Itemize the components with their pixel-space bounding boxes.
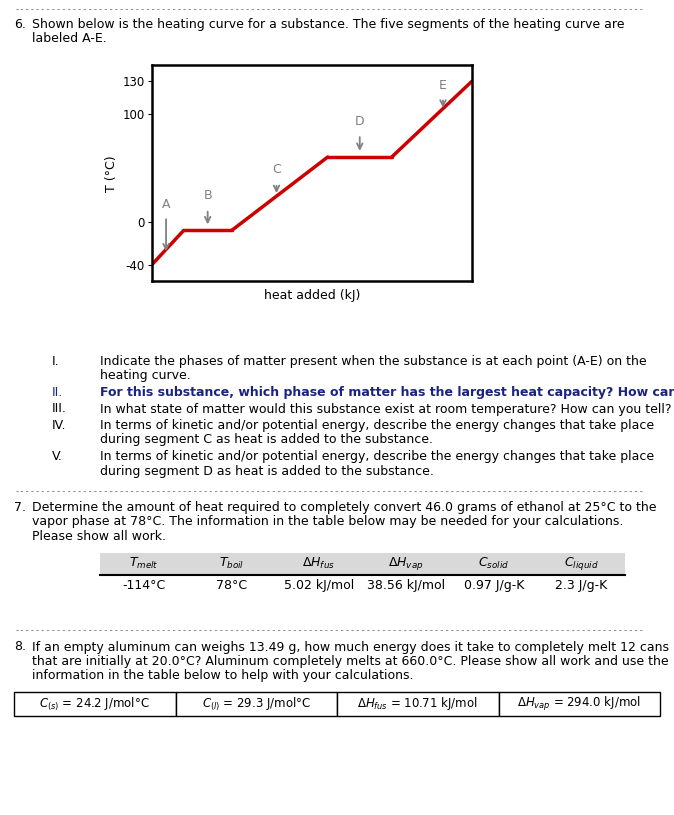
Text: Shown below is the heating curve for a substance. The five segments of the heati: Shown below is the heating curve for a s…: [32, 18, 625, 31]
Text: E: E: [439, 79, 447, 92]
Text: $C_{solid}$: $C_{solid}$: [478, 556, 510, 571]
Text: 2.3 J/g-K: 2.3 J/g-K: [555, 579, 607, 592]
Text: 0.97 J/g-K: 0.97 J/g-K: [464, 579, 524, 592]
Text: 7.: 7.: [14, 501, 26, 514]
Text: 8.: 8.: [14, 641, 26, 654]
Text: C: C: [272, 164, 281, 176]
Text: $\Delta H_{vap}$: $\Delta H_{vap}$: [388, 555, 424, 572]
FancyBboxPatch shape: [100, 553, 625, 575]
Text: A: A: [162, 198, 171, 211]
Text: Indicate the phases of matter present when the substance is at each point (A-E) : Indicate the phases of matter present wh…: [100, 355, 646, 368]
Text: $\Delta H_{vap}$ = 294.0 kJ/mol: $\Delta H_{vap}$ = 294.0 kJ/mol: [518, 695, 641, 713]
Text: 38.56 kJ/mol: 38.56 kJ/mol: [367, 579, 446, 592]
Text: II.: II.: [52, 386, 63, 399]
Text: In what state of matter would this substance exist at room temperature? How can : In what state of matter would this subst…: [100, 403, 671, 416]
Text: IV.: IV.: [52, 419, 67, 432]
Text: For this substance, which phase of matter has the largest heat capacity? How can: For this substance, which phase of matte…: [100, 386, 674, 399]
Text: 78°C: 78°C: [216, 579, 247, 592]
Text: V.: V.: [52, 450, 63, 463]
Text: $C_{(s)}$ = 24.2 J/mol°C: $C_{(s)}$ = 24.2 J/mol°C: [40, 695, 150, 712]
Text: In terms of kinetic and/or potential energy, describe the energy changes that ta: In terms of kinetic and/or potential ene…: [100, 419, 654, 432]
Text: If an empty aluminum can weighs 13.49 g, how much energy does it take to complet: If an empty aluminum can weighs 13.49 g,…: [32, 641, 669, 654]
Text: --------------------------------------------------------------------------------: ----------------------------------------…: [14, 5, 644, 14]
Text: heat added (kJ): heat added (kJ): [264, 289, 360, 302]
Bar: [14, 692, 175, 716]
Y-axis label: T (°C): T (°C): [105, 155, 119, 192]
Bar: [499, 692, 660, 716]
Text: $T_{melt}$: $T_{melt}$: [129, 556, 158, 571]
Text: 5.02 kJ/mol: 5.02 kJ/mol: [284, 579, 354, 592]
Text: $\Delta H_{fus}$: $\Delta H_{fus}$: [302, 556, 335, 571]
Text: 6.: 6.: [14, 18, 26, 31]
Text: B: B: [204, 189, 212, 202]
Text: information in the table below to help with your calculations.: information in the table below to help w…: [32, 669, 414, 682]
FancyBboxPatch shape: [100, 575, 625, 597]
Text: during segment C as heat is added to the substance.: during segment C as heat is added to the…: [100, 434, 433, 447]
Text: In terms of kinetic and/or potential energy, describe the energy changes that ta: In terms of kinetic and/or potential ene…: [100, 450, 654, 463]
Text: D: D: [355, 115, 365, 128]
Text: Determine the amount of heat required to completely convert 46.0 grams of ethano: Determine the amount of heat required to…: [32, 501, 656, 514]
Text: Please show all work.: Please show all work.: [32, 530, 166, 543]
Text: $T_{boil}$: $T_{boil}$: [218, 556, 244, 571]
Text: --------------------------------------------------------------------------------: ----------------------------------------…: [14, 627, 644, 636]
Text: III.: III.: [52, 403, 67, 416]
Text: -114°C: -114°C: [122, 579, 165, 592]
Bar: [337, 692, 499, 716]
Text: vapor phase at 78°C. The information in the table below may be needed for your c: vapor phase at 78°C. The information in …: [32, 516, 623, 528]
Text: --------------------------------------------------------------------------------: ----------------------------------------…: [14, 487, 644, 496]
Text: $\Delta H_{fus}$ = 10.71 kJ/mol: $\Delta H_{fus}$ = 10.71 kJ/mol: [357, 695, 478, 712]
Text: that are initially at 20.0°C? Aluminum completely melts at 660.0°C. Please show : that are initially at 20.0°C? Aluminum c…: [32, 655, 669, 668]
Text: $C_{liquid}$: $C_{liquid}$: [564, 555, 599, 572]
Text: during segment D as heat is added to the substance.: during segment D as heat is added to the…: [100, 465, 434, 478]
Text: I.: I.: [52, 355, 59, 368]
Bar: [175, 692, 337, 716]
Text: labeled A-E.: labeled A-E.: [32, 32, 106, 45]
Text: heating curve.: heating curve.: [100, 369, 191, 382]
Text: $C_{(l)}$ = 29.3 J/mol°C: $C_{(l)}$ = 29.3 J/mol°C: [202, 695, 311, 712]
